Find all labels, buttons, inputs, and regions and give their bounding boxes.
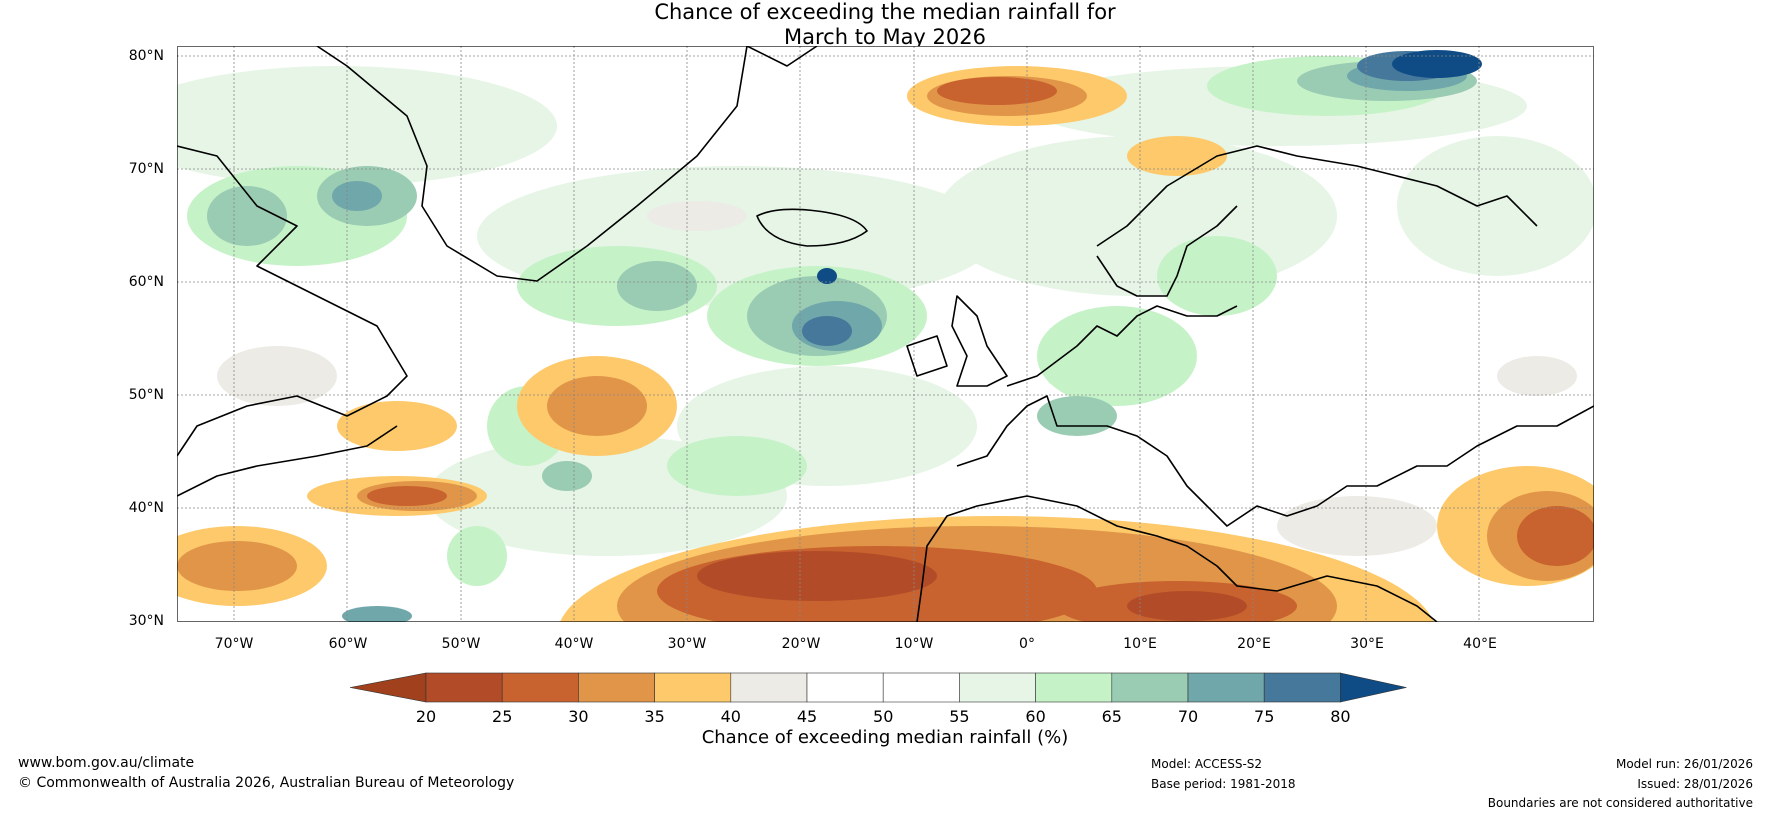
disclaimer-text: Boundaries are not considered authoritat… xyxy=(1487,796,1753,810)
colorbar-segment xyxy=(1187,672,1265,703)
lon-label-30w: 30°W xyxy=(667,636,707,652)
colorbar-tick-label: 55 xyxy=(949,707,969,726)
colorbar-tick-label: 30 xyxy=(568,707,588,726)
colorbar-extend-high xyxy=(1340,672,1407,703)
colorbar-segment xyxy=(806,672,884,703)
colorbar-segment xyxy=(1263,672,1341,703)
colorbar-segment xyxy=(578,672,655,703)
lat-label-60n: 60°N xyxy=(128,274,164,290)
model-text: Model: ACCESS-S2 xyxy=(1151,757,1263,771)
colorbar-tick-label: 65 xyxy=(1102,707,1122,726)
rainfall-probability-map xyxy=(177,46,1594,622)
lat-label-30n: 30°N xyxy=(128,613,164,629)
colorbar-extend-low xyxy=(350,672,427,703)
north-africa-coastline xyxy=(916,495,1438,622)
title-line-1: Chance of exceeding the median rainfall … xyxy=(654,0,1116,24)
colorbar-segment xyxy=(959,672,1036,703)
map-title: Chance of exceeding the median rainfall … xyxy=(0,0,1770,50)
lon-label-40w: 40°W xyxy=(554,636,594,652)
colorbar-segment xyxy=(1111,672,1189,703)
lon-label-0: 0° xyxy=(1019,636,1035,652)
colorbar-segment xyxy=(730,672,808,703)
lon-label-20e: 20°E xyxy=(1237,636,1271,652)
colorbar-tick-label: 40 xyxy=(721,707,741,726)
title-line-2: March to May 2026 xyxy=(784,25,986,49)
model-run-text: Model run: 26/01/2026 xyxy=(1615,757,1753,771)
colorbar-segment xyxy=(501,672,579,703)
colorbar-tick-label: 75 xyxy=(1254,707,1274,726)
colorbar-tick-label: 50 xyxy=(873,707,893,726)
scandinavia-coastline xyxy=(1096,145,1538,247)
colorbar-segment xyxy=(654,672,732,703)
canada-coastline xyxy=(177,145,408,457)
lon-label-20w: 20°W xyxy=(781,636,821,652)
colorbar: 20 25 30 35 40 45 50 55 60 65 70 75 80 xyxy=(350,672,1407,726)
colorbar-tick-label: 20 xyxy=(416,707,436,726)
europe-coastline xyxy=(1006,305,1238,387)
iceland-coastline xyxy=(756,208,868,247)
lon-label-40e: 40°E xyxy=(1463,636,1497,652)
lon-label-50w: 50°W xyxy=(441,636,481,652)
lat-label-80n: 80°N xyxy=(128,48,164,64)
greenland-coastline xyxy=(316,46,748,282)
lon-label-60w: 60°W xyxy=(328,636,368,652)
issued-text: Issued: 28/01/2026 xyxy=(1637,777,1753,791)
colorbar-segment xyxy=(1035,672,1113,703)
uk-coastline xyxy=(906,335,948,377)
colorbar-segment xyxy=(425,672,503,703)
colorbar-segment xyxy=(882,672,960,703)
base-period-text: Base period: 1981-2018 xyxy=(1151,777,1296,791)
lon-label-10w: 10°W xyxy=(894,636,934,652)
lat-label-70n: 70°N xyxy=(128,161,164,177)
lat-label-50n: 50°N xyxy=(128,387,164,403)
website-link[interactable]: www.bom.gov.au/climate xyxy=(18,755,195,771)
colorbar-tick-label: 70 xyxy=(1178,707,1198,726)
colorbar-tick-label: 45 xyxy=(797,707,817,726)
colorbar-tick-label: 80 xyxy=(1330,707,1350,726)
lon-label-10e: 10°E xyxy=(1123,636,1157,652)
colorbar-label: Chance of exceeding median rainfall (%) xyxy=(701,727,1069,748)
colorbar-tick-label: 60 xyxy=(1025,707,1045,726)
lat-label-40n: 40°N xyxy=(128,500,164,516)
colorbar-tick-label: 35 xyxy=(644,707,664,726)
colorbar-tick-label: 25 xyxy=(492,707,512,726)
lon-label-70w: 70°W xyxy=(214,636,254,652)
lon-label-30e: 30°E xyxy=(1350,636,1384,652)
copyright-text: © Commonwealth of Australia 2026, Austra… xyxy=(18,775,515,791)
